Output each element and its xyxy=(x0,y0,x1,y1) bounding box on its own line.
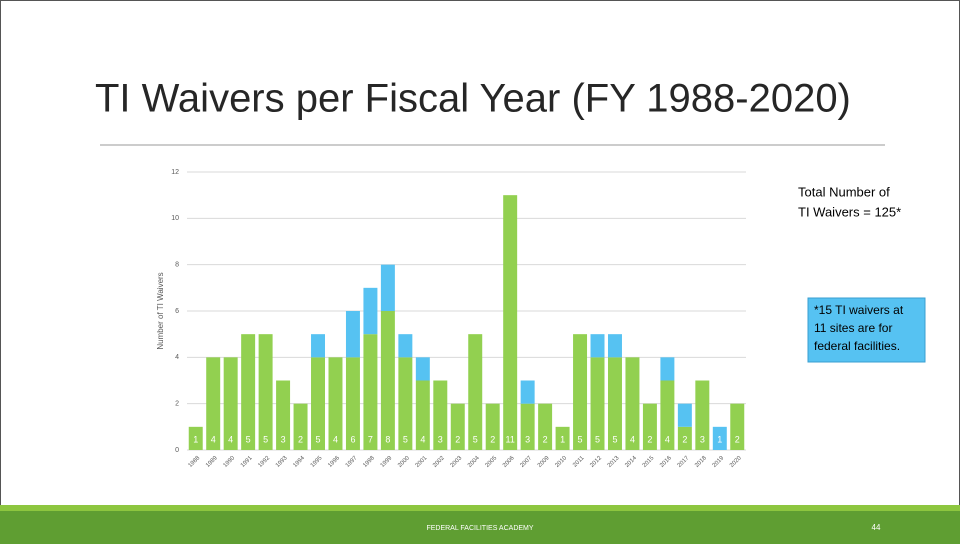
bar-segment xyxy=(293,403,308,450)
bar-label: 5 xyxy=(316,434,321,444)
bar-label: 4 xyxy=(333,434,338,444)
bar-segment xyxy=(276,380,291,450)
bar-segment xyxy=(363,334,378,450)
bar-label: 3 xyxy=(700,434,705,444)
bar-segment xyxy=(642,403,657,450)
bar-segment xyxy=(660,380,675,450)
bar-segment xyxy=(415,357,430,381)
bar-label: 5 xyxy=(612,434,617,444)
bar-segment xyxy=(380,264,395,311)
y-tick-label: 8 xyxy=(175,262,179,269)
bar-segment xyxy=(398,334,413,358)
bar-segment xyxy=(625,357,640,450)
bar-label: 5 xyxy=(403,434,408,444)
bar-segment xyxy=(660,357,675,381)
bar-label: 3 xyxy=(281,434,286,444)
bar-label: 1 xyxy=(717,434,722,444)
y-axis-label: Number of TI Waivers xyxy=(156,272,165,349)
bar-segment xyxy=(485,403,500,450)
bar-segment xyxy=(380,311,395,450)
bar-label: 6 xyxy=(350,434,355,444)
bar-segment xyxy=(590,334,605,358)
footer-stripe xyxy=(0,505,960,511)
bar-segment xyxy=(345,311,360,358)
bar-segment xyxy=(258,334,273,450)
bar-label: 2 xyxy=(735,434,740,444)
bar-label: 5 xyxy=(578,434,583,444)
bar-segment xyxy=(695,380,710,450)
bar-label: 2 xyxy=(682,434,687,444)
bar-segment xyxy=(363,287,378,335)
bar-segment xyxy=(538,403,553,450)
footer-band xyxy=(0,511,960,544)
bar-segment xyxy=(398,357,413,450)
bar-label: 5 xyxy=(246,434,251,444)
bar-segment xyxy=(503,195,518,450)
bar-label: 2 xyxy=(647,434,652,444)
bar-label: 1 xyxy=(193,434,198,444)
bar-segment xyxy=(677,426,692,450)
bar-segment xyxy=(223,357,238,450)
bar-segment xyxy=(712,426,727,450)
y-tick-label: 0 xyxy=(175,447,179,454)
y-tick-label: 6 xyxy=(175,308,179,315)
callout-line: federal facilities. xyxy=(814,339,900,353)
bar-label: 4 xyxy=(211,434,216,444)
bar-segment xyxy=(415,380,430,450)
bar-segment xyxy=(520,403,535,450)
page-number: 44 xyxy=(872,523,881,532)
note-line: Total Number of xyxy=(798,184,890,199)
note-line: TI Waivers = 125* xyxy=(798,204,901,219)
bar-label: 5 xyxy=(263,434,268,444)
bar-label: 7 xyxy=(368,434,373,444)
bar-segment xyxy=(241,334,256,450)
callout-line: 11 sites are for xyxy=(814,321,892,335)
bar-label: 3 xyxy=(525,434,530,444)
bar-label: 4 xyxy=(665,434,670,444)
bar-label: 3 xyxy=(438,434,443,444)
bar-segment xyxy=(520,380,535,404)
y-tick-label: 12 xyxy=(171,169,179,176)
bar-label: 4 xyxy=(630,434,635,444)
bar-label: 8 xyxy=(385,434,390,444)
bar-label: 2 xyxy=(490,434,495,444)
bar-label: 5 xyxy=(595,434,600,444)
bar-segment xyxy=(590,357,605,450)
bar-segment xyxy=(468,334,483,450)
bar-segment xyxy=(311,357,326,450)
callout-box xyxy=(807,297,926,363)
y-tick-label: 10 xyxy=(171,215,179,222)
bar-label: 1 xyxy=(560,434,565,444)
bar-segment xyxy=(607,357,622,450)
bar-segment xyxy=(206,357,221,450)
bar-segment xyxy=(555,426,570,450)
bar-segment xyxy=(345,357,360,450)
y-tick-label: 2 xyxy=(175,401,179,408)
slide-title: TI Waivers per Fiscal Year (FY 1988-2020… xyxy=(95,77,851,121)
bar-segment xyxy=(607,334,622,358)
bar-segment xyxy=(573,334,588,450)
footer-text: FEDERAL FACILITIES ACADEMY xyxy=(426,525,533,532)
bar-label: 4 xyxy=(228,434,233,444)
bar-segment xyxy=(311,334,326,358)
callout-line: *15 TI waivers at xyxy=(814,303,904,317)
bar-label: 4 xyxy=(420,434,425,444)
bar-segment xyxy=(433,380,448,450)
bar-segment xyxy=(677,403,692,427)
bar-label: 2 xyxy=(298,434,303,444)
y-tick-label: 4 xyxy=(175,354,179,361)
bar-label: 2 xyxy=(455,434,460,444)
bar-segment xyxy=(328,357,343,450)
bar-segment xyxy=(730,403,745,450)
bar-label: 2 xyxy=(543,434,548,444)
bar-segment xyxy=(188,426,203,450)
bar-label: 5 xyxy=(473,434,478,444)
bar-segment xyxy=(450,403,465,450)
bar-label: 11 xyxy=(506,434,515,444)
